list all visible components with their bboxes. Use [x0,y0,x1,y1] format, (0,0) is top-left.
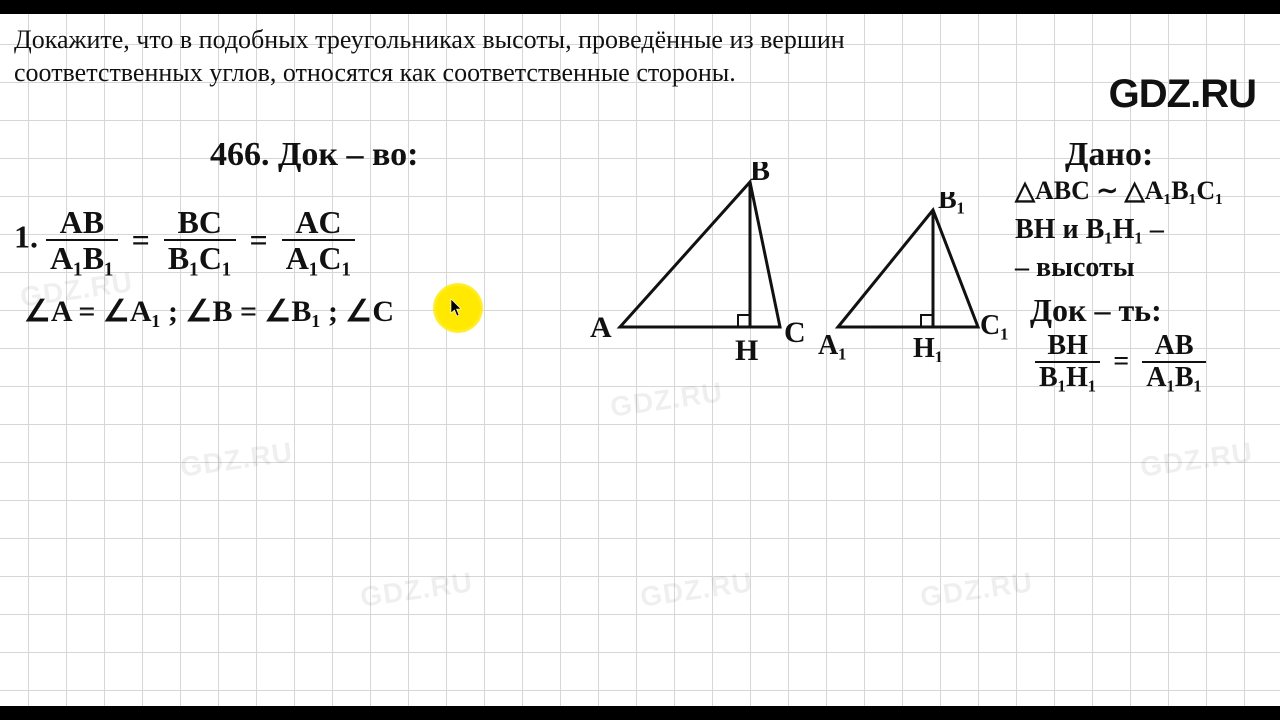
prove-frac-ab: AB A₁B₁ [1142,332,1206,392]
given-heading: Дано: [1065,136,1153,174]
svg-text:B₁: B₁ [938,192,965,215]
svg-text:C₁: C₁ [980,310,1009,341]
watermark: GDZ.RU [918,566,1035,613]
ratio-ab: AB A₁B₁ [46,206,118,274]
watermark: GDZ.RU [358,566,475,613]
svg-text:H: H [735,334,758,362]
problem-statement: Докажите, что в подобных треугольниках в… [14,24,974,89]
equals: = [1107,346,1135,378]
svg-text:C: C [784,316,806,349]
equals: = [244,222,274,259]
svg-text:B: B [750,162,770,187]
equals: = [126,222,156,259]
prove-heading: Док – ть: [1030,292,1162,329]
angles-equal: ∠A = ∠A₁ ; ∠B = ∠B₁ ; ∠C [24,294,394,329]
site-logo: GDZ.RU [1109,72,1256,117]
watermark: GDZ.RU [608,376,725,423]
ratio-ac: AC A₁C₁ [282,206,355,274]
svg-text:H₁: H₁ [913,333,943,362]
prove-ratio: BH B₁H₁ = AB A₁B₁ [1035,332,1206,392]
given-line-2: BH и B₁H₁ – [1015,214,1164,246]
mouse-cursor-icon [450,298,464,318]
triangle-a1b1c1: A₁ B₁ C₁ H₁ [818,192,1018,362]
given-line-3: – высоты [1015,252,1135,284]
step-1-label: 1. [14,218,38,254]
ratio-bc: BC B₁C₁ [164,206,236,274]
watermark: GDZ.RU [638,566,755,613]
triangle-abc: A B C H [580,162,820,362]
given-line-1: △ABC ∼ △A₁B₁C₁ [1015,176,1223,206]
watermark: GDZ.RU [1138,436,1255,483]
notebook-page: GDZ.RU GDZ.RU GDZ.RU GDZ.RU GDZ.RU GDZ.R… [0,14,1280,706]
proof-title: 466. Док – во: [210,136,418,174]
prove-frac-bh: BH B₁H₁ [1035,332,1100,392]
step-1: 1. AB A₁B₁ = BC B₁C₁ = AC A₁C₁ [14,206,355,274]
watermark: GDZ.RU [178,436,295,483]
svg-text:A₁: A₁ [818,330,847,361]
svg-text:A: A [590,311,612,344]
